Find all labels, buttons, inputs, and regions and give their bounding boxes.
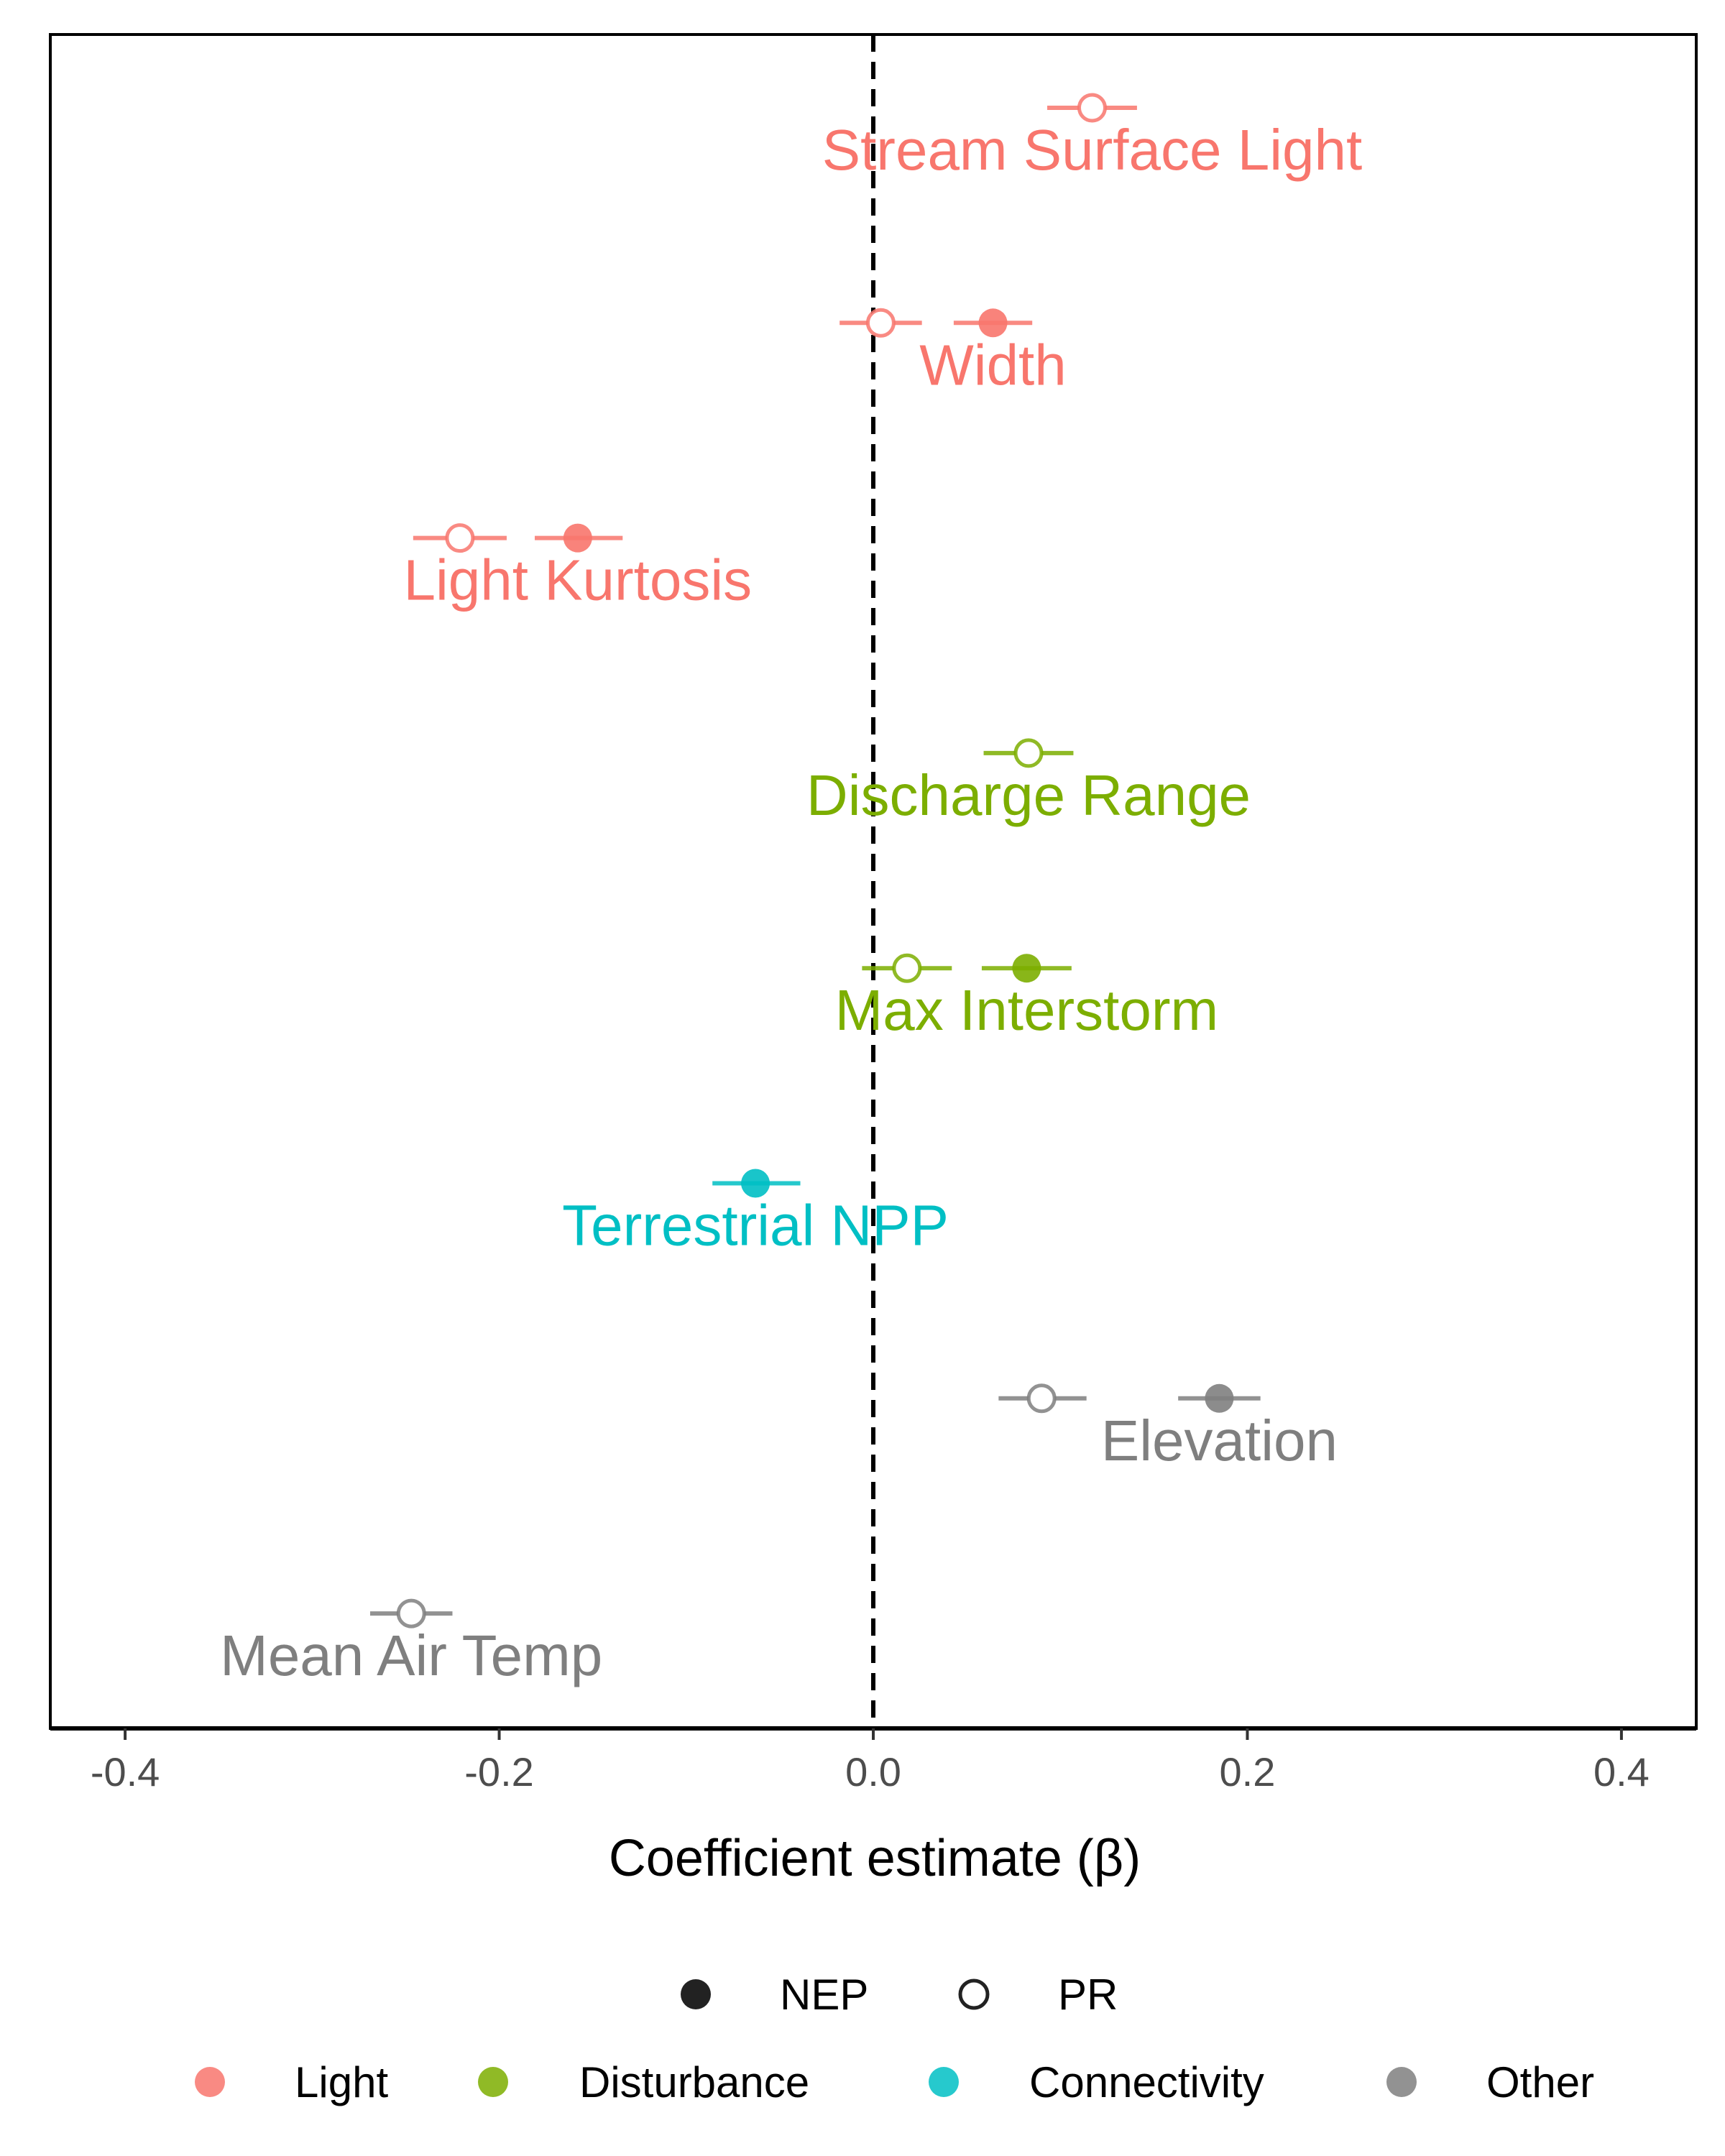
x-tick-label: -0.2	[464, 1749, 534, 1795]
point-nep	[978, 308, 1008, 338]
x-tick-label: -0.4	[91, 1749, 160, 1795]
point-label: Terrestrial NPP	[562, 1194, 949, 1258]
point-pr	[1013, 738, 1044, 768]
legend-group-marker	[478, 2067, 508, 2097]
x-tick-label: 0.4	[1593, 1749, 1650, 1795]
point-pr	[445, 523, 475, 553]
point-nep	[1012, 954, 1041, 983]
point-label: Max Interstorm	[835, 978, 1218, 1042]
point-label: Mean Air Temp	[220, 1623, 602, 1687]
chart-marks: Stream Surface Light Width Light Kurtosis D…	[220, 93, 1362, 1687]
point-pr	[892, 953, 922, 983]
legend-group-marker	[1386, 2067, 1417, 2097]
legend-pr-marker	[958, 1978, 990, 2010]
x-tick-label: 0.2	[1220, 1749, 1276, 1795]
point-pr	[396, 1598, 426, 1628]
point-label: Light Kurtosis	[403, 548, 752, 612]
legend-nep-marker	[681, 1979, 711, 2009]
x-tick-label: 0.0	[845, 1749, 901, 1795]
x-axis-title: Coefficient estimate (β)	[609, 1830, 1141, 1887]
legend-shape-label: NEP	[780, 1971, 868, 2019]
legend-shape-label: PR	[1058, 1971, 1118, 2019]
plot-panel	[49, 33, 1698, 1730]
x-axis: -0.4 -0.2 0.0 0.2 0.4	[50, 1726, 1696, 1795]
legend-group-label: Other	[1486, 2058, 1594, 2106]
point-pr	[1077, 93, 1107, 123]
point-label: Discharge Range	[806, 763, 1251, 827]
legend: NEP PR Light Disturbance Connectivity Other	[195, 1971, 1594, 2106]
legend-group-marker	[929, 2067, 959, 2097]
legend-group-label: Connectivity	[1029, 2058, 1264, 2106]
point-label: Elevation	[1101, 1409, 1338, 1473]
legend-group-label: Light	[295, 2058, 388, 2106]
point-label: Width	[919, 333, 1067, 397]
legend-group-marker	[195, 2067, 225, 2097]
point-nep	[741, 1169, 770, 1198]
legend-group-label: Disturbance	[579, 2058, 809, 2106]
point-label: Stream Surface Light	[822, 118, 1362, 182]
point-pr	[865, 308, 896, 338]
point-pr	[1026, 1383, 1057, 1414]
point-nep	[563, 523, 592, 553]
point-nep	[1205, 1383, 1234, 1413]
